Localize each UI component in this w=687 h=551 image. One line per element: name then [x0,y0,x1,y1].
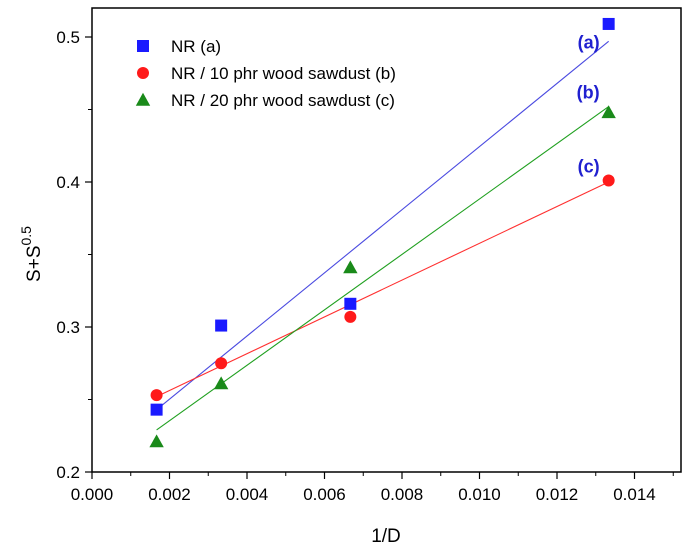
data-point-b [215,357,228,370]
y-tick-label: 0.3 [56,318,80,337]
data-point-c [149,434,164,448]
fit-label-a: (a) [578,33,600,53]
x-tick-label: 0.000 [71,485,114,504]
fit-label-b: (b) [577,83,600,103]
legend-symbol-b [137,67,149,79]
legend-label-a: NR (a) [171,37,221,56]
y-axis-title-superscript: 0.5 [18,226,34,246]
data-point-a [602,17,615,30]
y-axis-title-base: S+S [24,246,45,282]
x-tick-label: 0.012 [536,485,579,504]
legend-label-c: NR / 20 phr wood sawdust (c) [171,91,395,110]
fit-line-c [156,106,609,431]
data-point-b [344,310,357,323]
data-point-a [215,319,228,332]
data-point-b [150,389,163,402]
data-point-b [602,174,615,187]
legend-symbol-a [137,40,149,52]
y-tick-label: 0.4 [56,173,80,192]
data-point-c [343,260,358,274]
y-axis-ticks: 0.2 0.3 0.4 0.5 [56,28,92,482]
x-tick-label: 0.008 [381,485,424,504]
fit-label-c: (c) [578,156,600,176]
x-tick-label: 0.010 [458,485,501,504]
fit-labels: (a) (b) (c) [577,33,600,177]
y-axis-title: S+S0.5 [18,226,45,282]
data-point-a [344,297,357,310]
x-tick-label: 0.006 [303,485,346,504]
plot-frame [91,7,682,473]
plot-border [91,7,682,473]
fit-line-b [156,181,609,398]
x-tick-label: 0.002 [148,485,191,504]
legend: NR (a) NR / 10 phr wood sawdust (b) NR / 2… [135,37,396,110]
legend-symbol-c [135,92,151,106]
x-tick-label: 0.004 [226,485,269,504]
y-tick-label: 0.2 [56,463,80,482]
x-axis-title: 1/D [371,526,401,547]
legend-label-b: NR / 10 phr wood sawdust (b) [171,64,396,83]
x-tick-label: 0.014 [613,485,656,504]
data-point-c [601,105,616,119]
x-axis-ticks: 0.000 0.002 0.004 0.006 0.008 0.010 0.012 0.014 [71,472,674,504]
data-markers [149,17,616,448]
y-tick-label: 0.5 [56,28,80,47]
fit-line-a [156,40,610,411]
data-point-c [213,376,229,390]
data-point-a [150,403,163,416]
fit-lines [156,40,610,431]
